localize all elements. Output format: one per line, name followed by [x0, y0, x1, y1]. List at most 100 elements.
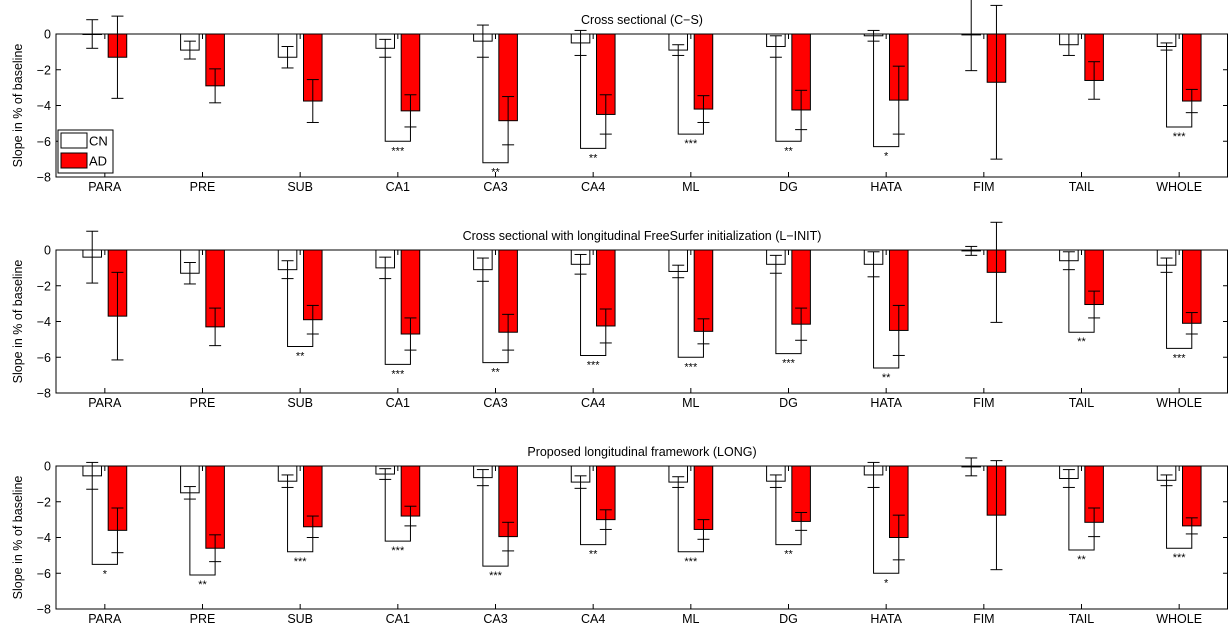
significance-bracket: [482, 57, 509, 164]
x-tick-label: DG: [779, 612, 798, 626]
significance-bracket: [482, 485, 509, 567]
chart-panel-2: Cross sectional with longitudinal FreeSu…: [11, 221, 1228, 410]
significance-bracket: [384, 278, 411, 365]
significance-label: **: [882, 372, 891, 384]
x-tick-label: HATA: [870, 180, 902, 194]
significance-bracket: [775, 57, 802, 142]
x-tick-label: WHOLE: [1156, 180, 1202, 194]
significance-label: **: [491, 367, 500, 379]
chart-title: Proposed longitudinal framework (LONG): [527, 445, 756, 459]
significance-label: **: [589, 152, 598, 164]
significance-bracket: [1068, 269, 1095, 333]
x-tick-label: WHOLE: [1156, 612, 1202, 626]
y-tick-label: −6: [37, 567, 51, 581]
chart-title: Cross sectional with longitudinal FreeSu…: [463, 229, 822, 243]
legend-label: AD: [89, 154, 107, 169]
chart-panel-3: Proposed longitudinal framework (LONG) Sl…: [11, 445, 1228, 626]
x-tick-label: ML: [682, 396, 699, 410]
significance-bracket: [775, 487, 802, 546]
significance-label: ***: [391, 545, 405, 557]
y-tick-label: −6: [37, 351, 51, 365]
significance-bracket: [677, 487, 704, 553]
x-tick-label: PRE: [190, 612, 216, 626]
significance-label: **: [491, 167, 500, 179]
y-tick-label: −8: [37, 171, 51, 185]
y-tick-label: −6: [37, 135, 51, 149]
x-tick-label: CA3: [483, 396, 507, 410]
x-tick-label: FIM: [973, 180, 995, 194]
significance-bracket: [873, 487, 900, 574]
significance-bracket: [384, 57, 411, 142]
significance-bracket: [1166, 485, 1193, 549]
plot-frame: [55, 465, 1228, 610]
significance-bracket: [873, 276, 900, 369]
x-tick-label: HATA: [870, 396, 902, 410]
significance-label: ***: [391, 368, 405, 380]
plot-frame: [55, 33, 1228, 178]
legend-swatch-ad: [60, 152, 88, 169]
x-tick-label: PRE: [190, 180, 216, 194]
y-axis-label: Slope in % of baseline: [11, 260, 25, 384]
significance-label: **: [784, 549, 793, 561]
significance-label: ***: [684, 361, 698, 373]
x-tick-label: PARA: [88, 180, 122, 194]
significance-bracket: [580, 488, 607, 546]
significance-bracket: [482, 281, 509, 364]
x-tick-label: TAIL: [1069, 180, 1095, 194]
x-tick-label: CA4: [581, 612, 605, 626]
chart-title: Cross sectional (C−S): [581, 13, 703, 27]
significance-bracket: [384, 479, 411, 542]
significance-label: **: [1077, 336, 1086, 348]
significance-bracket: [677, 277, 704, 358]
significance-bracket: [873, 41, 900, 148]
y-tick-label: 0: [44, 28, 51, 42]
significance-label: *: [884, 577, 889, 589]
significance-label: ***: [489, 570, 503, 582]
x-tick-label: TAIL: [1069, 612, 1095, 626]
legend-label: CN: [89, 134, 108, 149]
significance-bracket: [677, 55, 704, 135]
plot-frame: [55, 249, 1228, 394]
x-tick-label: SUB: [287, 180, 313, 194]
significance-bracket: [287, 487, 314, 553]
y-tick-label: −8: [37, 603, 51, 617]
y-tick-label: −2: [37, 63, 51, 77]
significance-label: **: [1077, 554, 1086, 566]
significance-label: ***: [391, 145, 405, 157]
significance-label: ***: [684, 138, 698, 150]
significance-bracket: [1068, 487, 1095, 551]
significance-label: ***: [1173, 552, 1187, 564]
significance-bracket: [1166, 50, 1193, 128]
y-tick-label: −8: [37, 387, 51, 401]
y-tick-label: −4: [37, 531, 51, 545]
x-tick-label: WHOLE: [1156, 396, 1202, 410]
significance-label: **: [296, 351, 305, 363]
x-tick-label: CA1: [386, 396, 410, 410]
legend-swatch-cn: [60, 132, 88, 149]
x-tick-label: ML: [682, 612, 699, 626]
x-tick-label: CA1: [386, 612, 410, 626]
significance-label: **: [784, 145, 793, 157]
x-tick-label: FIM: [973, 612, 995, 626]
significance-label: ***: [587, 359, 601, 371]
significance-label: **: [198, 579, 207, 591]
x-tick-label: TAIL: [1069, 396, 1095, 410]
y-tick-label: −2: [37, 279, 51, 293]
x-tick-label: SUB: [287, 612, 313, 626]
legend: CN AD: [57, 129, 114, 174]
significance-bracket: [1166, 272, 1193, 349]
y-axis-label: Slope in % of baseline: [11, 476, 25, 600]
y-tick-label: −4: [37, 99, 51, 113]
x-tick-label: FIM: [973, 396, 995, 410]
bar-ad: [1182, 465, 1202, 527]
y-tick-label: 0: [44, 460, 51, 474]
significance-label: *: [884, 151, 889, 163]
y-axis-label: Slope in % of baseline: [11, 44, 25, 168]
significance-label: ***: [684, 556, 698, 568]
significance-bracket: [91, 489, 118, 565]
significance-label: **: [589, 549, 598, 561]
x-tick-label: PARA: [88, 612, 122, 626]
x-tick-label: HATA: [870, 612, 902, 626]
x-tick-label: DG: [779, 180, 798, 194]
